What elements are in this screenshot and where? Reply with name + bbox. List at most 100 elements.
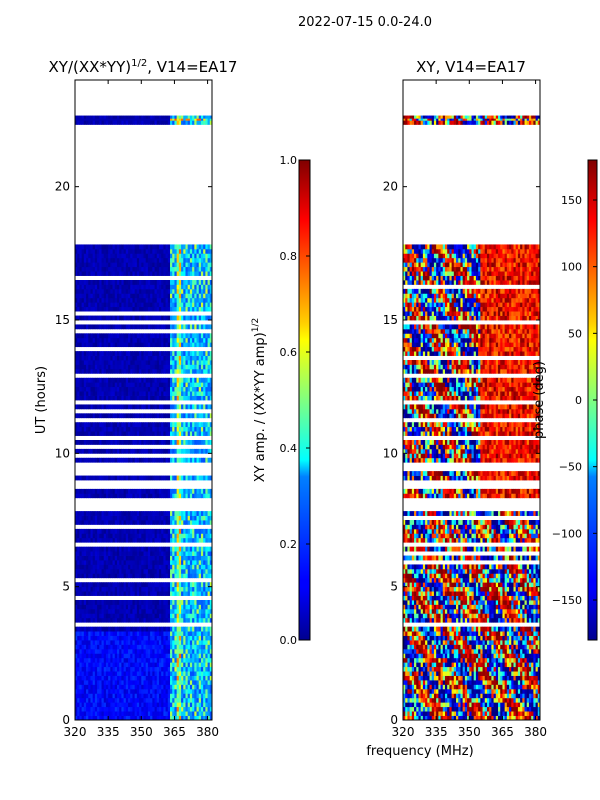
heatmap-cell: [121, 537, 125, 543]
heatmap-cell: [147, 626, 151, 632]
heatmap-cell: [105, 600, 109, 605]
heatmap-cell: [108, 457, 111, 463]
heatmap-cell: [92, 644, 96, 650]
heatmap-cell: [130, 697, 133, 703]
heatmap-cell: [200, 693, 204, 699]
heatmap-cell: [194, 617, 197, 623]
heatmap-cell: [147, 591, 151, 596]
heatmap-cell: [139, 511, 142, 516]
heatmap-cell: [167, 271, 171, 276]
heatmap-cell: [207, 715, 211, 720]
heatmap-cell: [90, 413, 94, 419]
heatmap-cell: [205, 684, 208, 690]
heatmap-cell: [112, 253, 116, 259]
heatmap-cell: [167, 711, 171, 716]
heatmap-cell: [198, 364, 202, 370]
heatmap-cell: [176, 586, 180, 592]
heatmap-cell: [103, 520, 107, 525]
heatmap-cell: [203, 391, 206, 396]
heatmap-cell: [150, 391, 153, 396]
heatmap-cell: [105, 537, 109, 543]
heatmap-cell: [205, 702, 208, 708]
heatmap-cell: [77, 386, 80, 392]
heatmap-cell: [99, 355, 102, 361]
heatmap-cell: [147, 640, 151, 645]
heatmap-cell: [172, 604, 175, 610]
heatmap-cell: [198, 386, 202, 392]
heatmap-cell: [130, 537, 133, 543]
heatmap-cell: [209, 693, 212, 699]
heatmap-cell: [97, 573, 100, 579]
heatmap-cell: [205, 360, 208, 365]
heatmap-cell: [150, 266, 153, 272]
heatmap-cell: [103, 684, 107, 690]
heatmap-cell: [150, 551, 153, 556]
heatmap-cell: [203, 657, 206, 663]
heatmap-cell: [192, 253, 195, 259]
heatmap-cell: [189, 608, 193, 614]
heatmap-cell: [136, 431, 140, 436]
heatmap-cell: [81, 631, 85, 636]
heatmap-cell: [205, 631, 208, 636]
heatmap-cell: [128, 391, 131, 396]
heatmap-cell: [198, 697, 202, 703]
heatmap-cell: [178, 342, 182, 348]
heatmap-cell: [94, 688, 98, 694]
heatmap-cell: [90, 520, 94, 525]
heatmap-cell: [209, 493, 212, 499]
heatmap-cell: [143, 253, 147, 259]
heatmap-cell: [130, 573, 133, 579]
heatmap-cell: [145, 640, 149, 645]
heatmap-cell: [125, 533, 129, 539]
heatmap-cell: [101, 288, 105, 294]
heatmap-cell: [128, 288, 131, 294]
heatmap-cell: [128, 426, 131, 432]
heatmap-cell: [181, 284, 184, 290]
heatmap-cell: [116, 395, 120, 401]
heatmap-cell: [108, 533, 111, 539]
heatmap-cell: [150, 555, 153, 561]
heatmap-cell: [110, 573, 113, 579]
heatmap-cell: [101, 404, 105, 410]
heatmap-cell: [130, 337, 133, 343]
heatmap-cell: [200, 582, 204, 588]
heatmap-cell: [189, 582, 193, 588]
heatmap-cell: [94, 391, 98, 396]
heatmap-cell: [178, 404, 182, 410]
heatmap-cell: [97, 248, 100, 254]
heatmap-cell: [108, 266, 111, 272]
heatmap-cell: [134, 573, 138, 579]
heatmap-cell: [150, 675, 153, 681]
heatmap-cell: [119, 293, 122, 299]
heatmap-cell: [112, 302, 116, 308]
heatmap-cell: [163, 493, 166, 499]
heatmap-cell: [110, 582, 113, 588]
heatmap-cell: [185, 431, 189, 436]
heatmap-cell: [112, 693, 116, 699]
heatmap-cell: [99, 293, 102, 299]
heatmap-cell: [125, 253, 129, 259]
heatmap-cell: [158, 422, 162, 428]
heatmap-cell: [116, 413, 120, 419]
heatmap-cell: [147, 333, 151, 339]
heatmap-cell: [139, 666, 142, 672]
heatmap-cell: [134, 537, 138, 543]
heatmap-cell: [189, 391, 193, 396]
heatmap-cell: [172, 684, 175, 690]
heatmap-cell: [150, 715, 153, 720]
heatmap-cell: [90, 360, 94, 365]
heatmap-cell: [121, 257, 125, 263]
heatmap-cell: [81, 626, 85, 632]
heatmap-cell: [125, 488, 129, 494]
heatmap-cell: [189, 662, 193, 668]
heatmap-cell: [81, 280, 85, 285]
heatmap-cell: [86, 688, 89, 694]
heatmap-cell: [79, 688, 83, 694]
heatmap-cell: [209, 377, 212, 383]
heatmap-cell: [205, 306, 208, 312]
heatmap-cell: [121, 377, 125, 383]
heatmap-cell: [79, 262, 83, 268]
heatmap-cell: [77, 604, 80, 610]
heatmap-cell: [110, 297, 113, 303]
heatmap-cell: [86, 391, 89, 396]
